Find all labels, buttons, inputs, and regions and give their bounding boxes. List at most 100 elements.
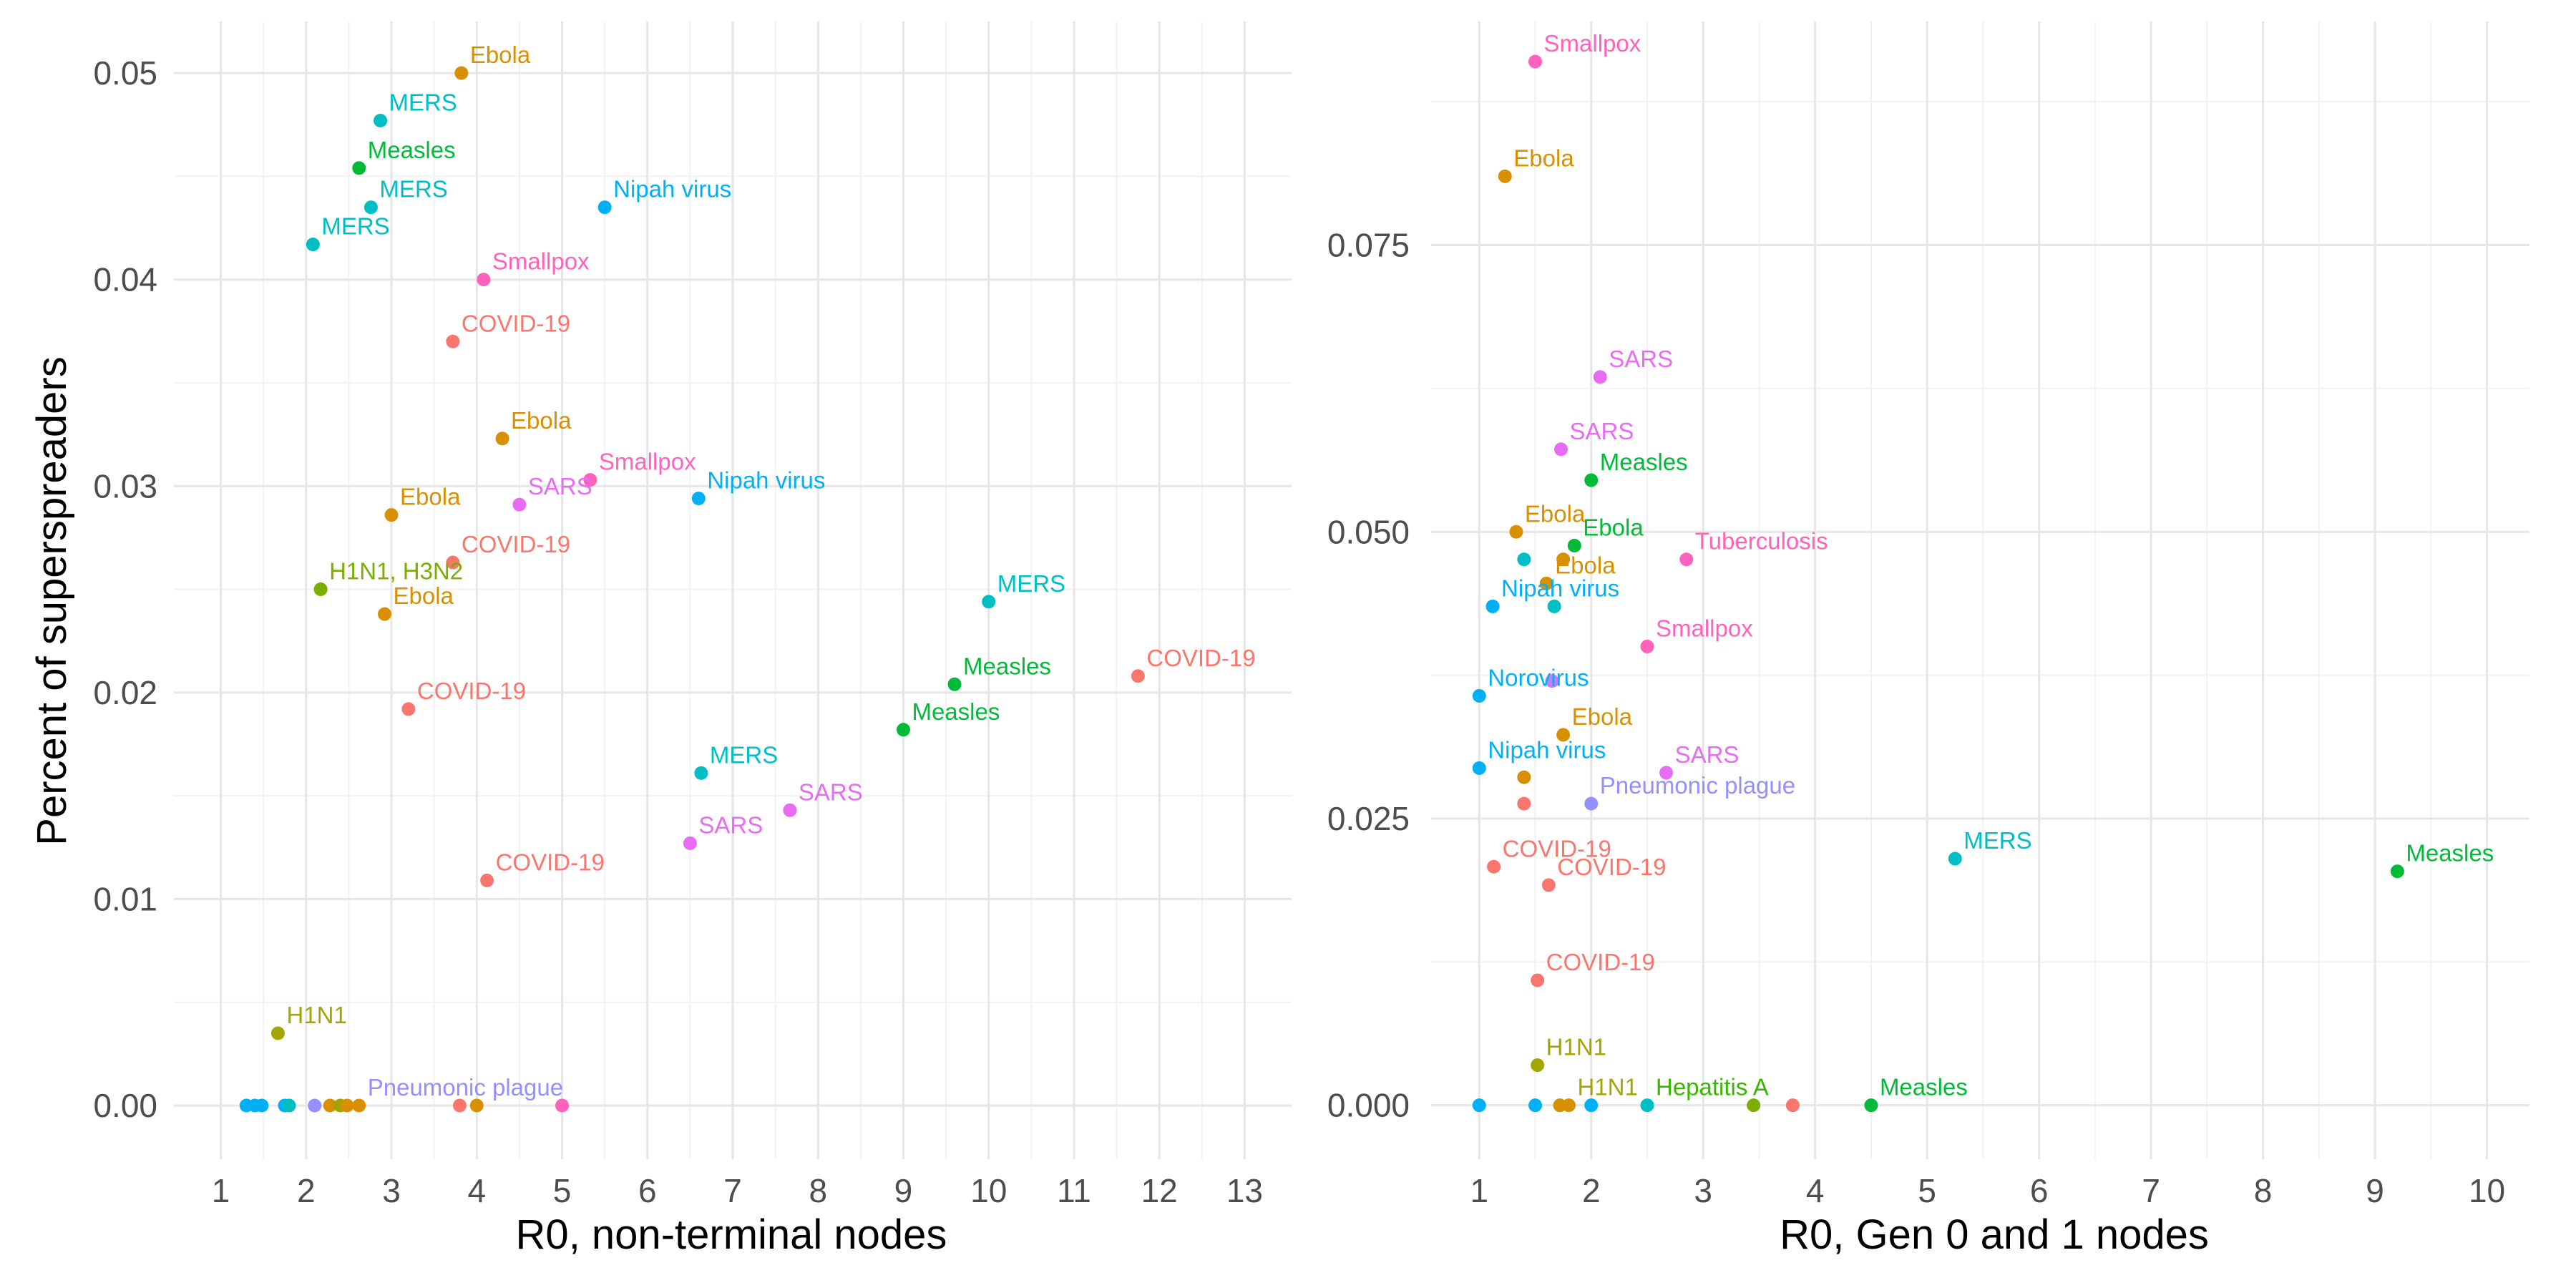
data-point-label: Measles [1600, 449, 1688, 475]
data-point-label: COVID-19 [417, 678, 526, 704]
data-point-label: Ebola [1555, 552, 1616, 578]
data-point [1659, 766, 1674, 780]
data-point [1584, 796, 1599, 811]
data-point-label: MERS [389, 89, 457, 116]
x-tick-label: 1 [212, 1172, 230, 1209]
data-point-label: COVID-19 [1146, 645, 1255, 671]
x-tick-label: 8 [809, 1172, 827, 1209]
data-point-label: H1N1 [286, 1002, 346, 1028]
data-point [454, 66, 469, 80]
x-tick-label: 11 [1057, 1172, 1091, 1209]
data-point [1561, 1098, 1576, 1113]
x-tick-label: 1 [1470, 1172, 1488, 1209]
data-point [1556, 728, 1571, 742]
data-point [1584, 473, 1599, 487]
data-point [1747, 1098, 1761, 1113]
data-point [1948, 852, 1962, 866]
data-point-label: Smallpox [1544, 30, 1641, 57]
left-panel: 1 2 3 4 5 6 7 8 9 10 11 12 130.000.010.020.030.040.0… [93, 21, 1292, 1209]
data-point [1545, 674, 1559, 688]
data-point-label: MERS [710, 741, 778, 768]
data-point [340, 1098, 354, 1113]
data-point [378, 607, 392, 621]
data-point [1472, 688, 1486, 703]
data-point-label: Smallpox [492, 248, 590, 275]
right-panel: 1 2 3 4 5 6 7 8 9 10 0.000 0.025 0.050 0.075 Smallpox E… [1327, 21, 2529, 1209]
data-point-label: Measles [2406, 840, 2494, 867]
data-point [270, 1026, 285, 1040]
data-point-label: Measles [1880, 1074, 1968, 1101]
y-tick-label: 0.025 [1327, 800, 1410, 837]
data-point [1584, 1098, 1599, 1113]
left-y-axis-title: Percent of superspreaders [29, 356, 75, 845]
data-point-label: Nipah virus [1488, 736, 1606, 763]
x-tick-label: 9 [2366, 1172, 2384, 1209]
data-point [401, 702, 416, 716]
data-point [308, 1098, 322, 1113]
data-point [306, 238, 320, 252]
x-tick-label: 10 [2469, 1172, 2505, 1209]
data-point [1679, 552, 1694, 567]
data-point [896, 723, 910, 737]
data-point [352, 161, 366, 175]
data-point [783, 803, 797, 817]
data-point-label: COVID-19 [462, 310, 570, 336]
data-point-label: MERS [1963, 827, 2031, 854]
x-tick-label: 3 [1694, 1172, 1712, 1209]
data-point-label: Ebola [1513, 145, 1574, 171]
x-tick-label: 2 [1582, 1172, 1601, 1209]
data-point [1567, 538, 1581, 552]
data-point [1640, 1098, 1654, 1113]
x-tick-label: 3 [382, 1172, 401, 1209]
data-point [1517, 796, 1531, 811]
data-point [1539, 576, 1553, 590]
data-point-label: Ebola [394, 582, 454, 609]
x-tick-label: 5 [1918, 1172, 1936, 1209]
x-tick-label: 13 [1226, 1172, 1263, 1209]
data-point [1541, 878, 1556, 892]
data-point-label: Smallpox [599, 449, 696, 475]
data-point-label: COVID-19 [1557, 854, 1666, 880]
y-tick-label: 0.05 [93, 54, 157, 92]
data-point-label: SARS [528, 473, 592, 499]
data-point [1547, 599, 1561, 613]
data-point [512, 497, 527, 512]
data-point-label: COVID-19 [1546, 949, 1655, 975]
data-point [323, 1098, 337, 1113]
data-point [691, 492, 706, 506]
data-point [1498, 169, 1512, 183]
x-tick-label: 5 [553, 1172, 572, 1209]
data-point [495, 431, 509, 446]
data-point [477, 273, 491, 287]
data-point-label: COVID-19 [462, 531, 570, 557]
data-point [947, 677, 962, 691]
data-point [446, 334, 460, 348]
data-point [446, 555, 460, 570]
data-point [683, 836, 697, 850]
data-point-label: SARS [698, 811, 763, 838]
data-point-label: Ebola [1572, 703, 1633, 730]
data-point [555, 1098, 570, 1113]
data-point [1554, 442, 1568, 457]
x-tick-label: 7 [723, 1172, 742, 1209]
x-tick-label: 6 [638, 1172, 657, 1209]
data-point-label: COVID-19 [496, 849, 605, 875]
y-tick-label: 0.050 [1327, 513, 1410, 550]
x-tick-label: 9 [894, 1172, 913, 1209]
data-point-label: Ebola [1583, 514, 1644, 540]
data-point-label: H1N1 [1546, 1034, 1606, 1060]
data-point [1509, 525, 1523, 539]
data-point [1864, 1098, 1878, 1113]
data-point [1531, 1058, 1545, 1073]
x-tick-label: 4 [467, 1172, 486, 1209]
data-point [1785, 1098, 1800, 1113]
data-point [1131, 669, 1145, 683]
data-point-label: Nipah virus [707, 467, 825, 494]
data-point-label: Nipah virus [613, 176, 731, 203]
data-point [694, 766, 708, 780]
data-point-label: MERS [321, 213, 389, 240]
y-tick-label: 0.000 [1327, 1087, 1410, 1124]
data-point [374, 114, 388, 128]
data-point-label: Measles [912, 698, 1000, 725]
